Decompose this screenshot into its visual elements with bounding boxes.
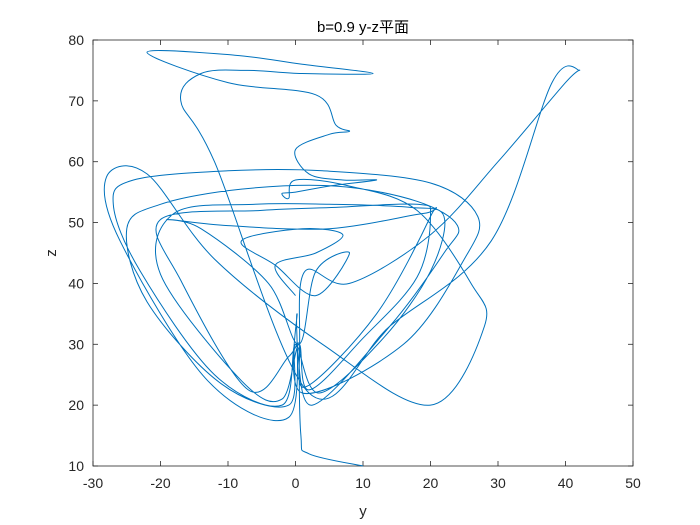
x-tick-label: 50 (625, 475, 641, 491)
y-tick-label: 40 (68, 275, 84, 291)
x-tick-label: -30 (83, 475, 103, 491)
x-axis-label: y (359, 503, 367, 520)
x-tick-label: 30 (490, 475, 506, 491)
y-tick-label: 80 (68, 32, 84, 48)
y-tick-label: 10 (68, 458, 84, 474)
y-axis-label: z (43, 249, 60, 257)
axis-ticks: -30 -20 -10 0 10 20 30 40 50 10 20 30 40 50 60 70 80 (68, 32, 641, 491)
x-tick-label: 20 (423, 475, 439, 491)
y-tick-label: 50 (68, 215, 84, 231)
x-tick-label: 40 (558, 475, 574, 491)
x-tick-label: -10 (218, 475, 238, 491)
y-tick-label: 30 (68, 336, 84, 352)
y-tick-label: 20 (68, 397, 84, 413)
data-series-line (103, 49, 581, 467)
x-tick-label: -20 (150, 475, 170, 491)
plot-area (92, 39, 634, 467)
y-tick-label: 70 (68, 93, 84, 109)
x-tick-label: 0 (292, 475, 300, 491)
chart-title: b=0.9 y-z平面 (317, 19, 409, 36)
x-tick-label: 10 (355, 475, 371, 491)
y-tick-label: 60 (68, 154, 84, 170)
